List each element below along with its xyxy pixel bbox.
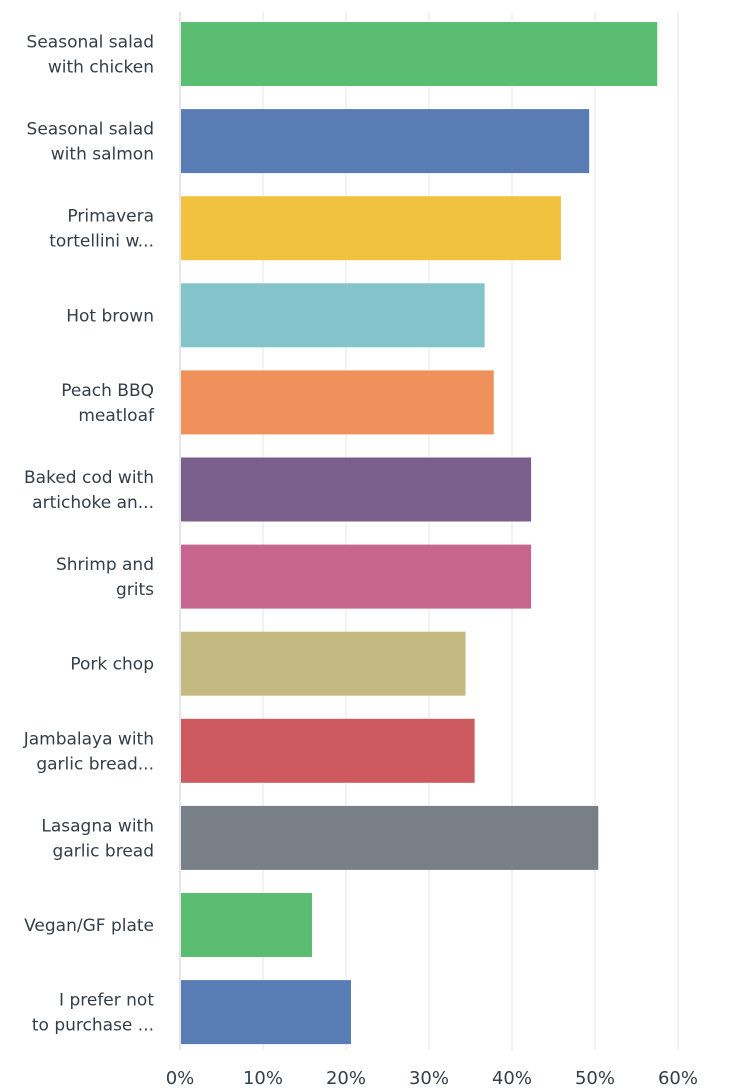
category-label-line: with chicken bbox=[48, 58, 154, 78]
category-label: Vegan/GF plate bbox=[24, 916, 154, 936]
x-tick-label: 30% bbox=[409, 1068, 449, 1089]
bar bbox=[181, 805, 599, 870]
x-tick-label: 0% bbox=[166, 1068, 195, 1089]
category-label-line: Baked cod with bbox=[24, 468, 154, 488]
category-label: Primavera tortellini w... bbox=[49, 207, 154, 252]
bar bbox=[181, 196, 561, 261]
category-label: Baked cod with artichoke an... bbox=[24, 468, 154, 513]
category-label-line: Peach BBQ bbox=[61, 381, 154, 401]
bar bbox=[181, 370, 494, 435]
bar bbox=[181, 22, 658, 86]
bars bbox=[181, 22, 658, 1045]
category-label: Peach BBQ meatloaf bbox=[61, 381, 155, 426]
category-label: Lasagna with garlic bread bbox=[41, 816, 154, 861]
bar bbox=[181, 980, 351, 1045]
category-label-line: meatloaf bbox=[78, 406, 155, 426]
category-label-line: to purchase ... bbox=[32, 1016, 154, 1036]
category-label: Pork chop bbox=[70, 655, 154, 675]
x-axis-tick-labels: 0% 10% 20% 30% 40% 50% 60% bbox=[166, 1068, 698, 1089]
category-label-line: garlic bread... bbox=[36, 754, 154, 774]
bar bbox=[181, 631, 466, 696]
category-label-line: Seasonal salad bbox=[27, 120, 154, 140]
category-label-line: I prefer not bbox=[59, 991, 154, 1011]
category-label-line: Shrimp and bbox=[56, 555, 154, 575]
category-label-line: Pork chop bbox=[70, 655, 154, 675]
category-label: Seasonal salad with chicken bbox=[27, 33, 154, 78]
category-label-line: garlic bread bbox=[53, 841, 154, 861]
category-label: I prefer not to purchase ... bbox=[32, 991, 154, 1036]
x-tick-label: 40% bbox=[492, 1068, 532, 1089]
x-tick-label: 60% bbox=[658, 1068, 698, 1089]
category-label-line: tortellini w... bbox=[49, 232, 154, 252]
category-label-line: Lasagna with bbox=[41, 816, 154, 836]
bar bbox=[181, 718, 475, 783]
x-tick-label: 10% bbox=[243, 1068, 283, 1089]
category-label-line: with salmon bbox=[51, 145, 154, 165]
category-label: Seasonal salad with salmon bbox=[27, 120, 154, 165]
category-label-line: Jambalaya with bbox=[23, 729, 154, 749]
x-tick-label: 50% bbox=[575, 1068, 615, 1089]
x-tick-label: 20% bbox=[326, 1068, 366, 1089]
category-label-line: grits bbox=[116, 580, 154, 600]
bar bbox=[181, 457, 532, 522]
category-label: Hot brown bbox=[66, 306, 154, 326]
category-label: Jambalaya with garlic bread... bbox=[23, 729, 154, 774]
bar bbox=[181, 109, 590, 174]
category-label-line: Primavera bbox=[67, 207, 154, 227]
category-label-line: Seasonal salad bbox=[27, 33, 154, 53]
bar bbox=[181, 893, 312, 957]
category-label-line: Vegan/GF plate bbox=[24, 916, 154, 936]
bar bbox=[181, 283, 485, 348]
bar bbox=[181, 544, 532, 609]
category-label-line: artichoke an... bbox=[32, 493, 154, 513]
category-label: Shrimp and grits bbox=[56, 555, 154, 600]
grid-lines bbox=[262, 12, 679, 1050]
category-label-line: Hot brown bbox=[66, 306, 154, 326]
